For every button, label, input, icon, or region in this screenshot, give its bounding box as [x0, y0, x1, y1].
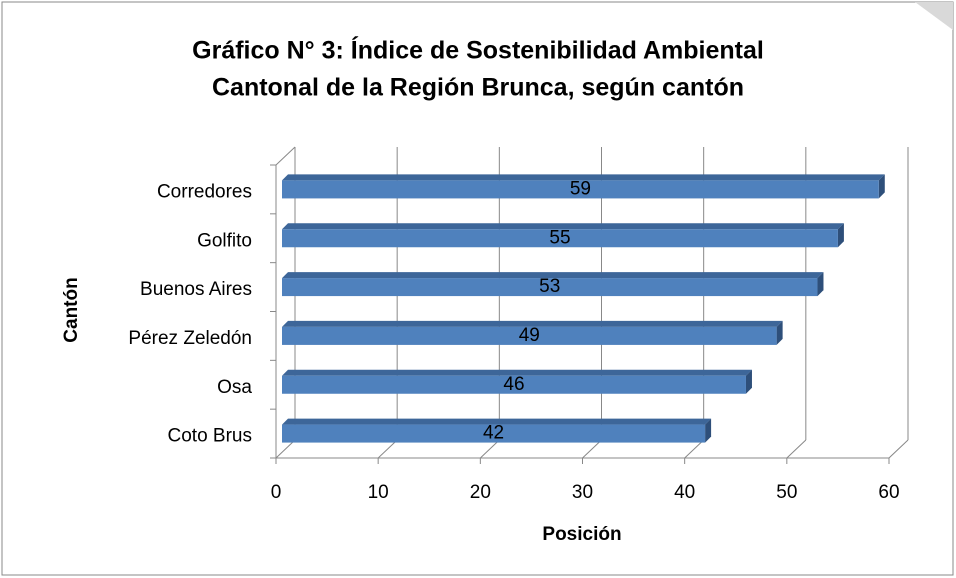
y-tick-label: Corredores	[157, 181, 252, 202]
value-label: 42	[483, 423, 504, 444]
value-label: 55	[549, 227, 570, 248]
x-tick-label: 10	[368, 482, 389, 503]
bar	[282, 375, 746, 394]
axis-line	[275, 146, 296, 166]
bar-top	[282, 174, 885, 181]
bar-side	[817, 272, 824, 297]
x-tick-label: 40	[674, 482, 695, 503]
corner-curl	[915, 2, 953, 30]
bar-top	[282, 272, 824, 279]
x-tick-label: 30	[572, 482, 593, 503]
grid-line	[582, 439, 602, 459]
chart-title: Cantonal de la Región Brunca, según cant…	[212, 74, 744, 102]
value-label: 46	[503, 374, 524, 395]
bar	[282, 278, 818, 297]
x-tick-label: 20	[470, 482, 491, 503]
bar-side	[776, 320, 783, 345]
bar-side	[745, 369, 752, 394]
bar-side	[837, 223, 844, 248]
grid-line	[275, 439, 296, 459]
grid-line	[786, 439, 807, 459]
bar-top	[282, 369, 752, 376]
bar	[282, 424, 706, 443]
grid-line	[479, 439, 500, 459]
x-tick-label: 60	[878, 482, 899, 503]
bar	[282, 326, 777, 345]
bar-side	[705, 418, 712, 443]
bar	[282, 180, 879, 199]
y-tick-label: Osa	[217, 377, 252, 398]
value-label: 49	[519, 325, 540, 346]
bar-top	[282, 418, 712, 425]
bar-side	[878, 174, 885, 199]
grid-line	[377, 439, 398, 459]
value-label: 53	[539, 276, 560, 297]
chart-title: Gráfico N° 3: Índice de Sostenibilidad A…	[192, 36, 764, 65]
x-tick-label: 0	[271, 482, 282, 503]
value-label: 59	[570, 178, 591, 199]
grid-line	[684, 439, 705, 459]
y-axis-title: Cantón	[61, 277, 82, 342]
bar	[282, 229, 838, 248]
x-tick-label: 50	[776, 482, 797, 503]
bar-top	[282, 223, 844, 230]
y-tick-label: Buenos Aires	[140, 279, 252, 300]
x-axis-title: Posición	[542, 524, 621, 545]
grid-line	[888, 439, 909, 459]
y-tick-label: Pérez Zeledón	[128, 328, 252, 349]
bar-top	[282, 320, 783, 327]
y-tick-label: Coto Brus	[168, 426, 252, 447]
y-tick-label: Golfito	[197, 230, 252, 251]
